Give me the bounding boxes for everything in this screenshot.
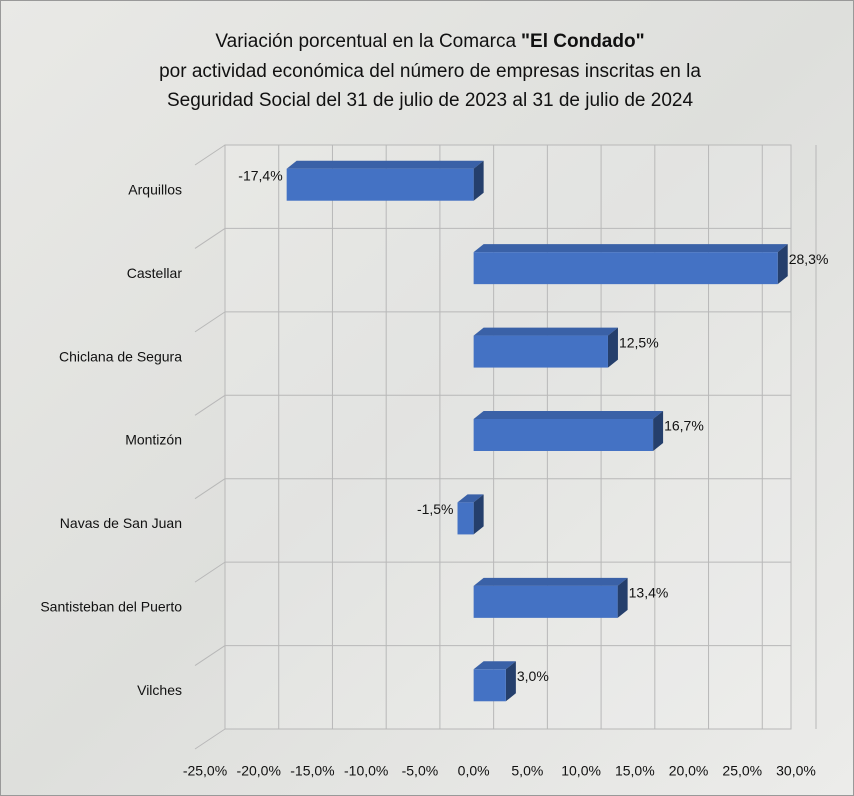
x-tick-label: 15,0% (615, 763, 655, 779)
depth-line (194, 728, 226, 750)
value-label: -17,4% (238, 167, 282, 183)
chart-title: por actividad económica del número de em… (159, 61, 701, 82)
depth-line (194, 645, 226, 666)
title-line: Variación porcentual en la Comarca (215, 31, 516, 52)
depth-line (194, 311, 226, 333)
bar-face (653, 411, 664, 451)
depth-line (194, 478, 226, 500)
y-tick-label: Castellar (127, 265, 183, 281)
bar-face (473, 327, 618, 336)
x-tick-label: -5,0% (402, 763, 439, 779)
y-tick-label: Santisteban del Puerto (40, 599, 182, 615)
x-tick-label: -15,0% (290, 763, 334, 779)
value-label: -1,5% (417, 501, 454, 517)
bar-face (473, 494, 484, 535)
bar-face (473, 669, 506, 702)
depth-line (194, 394, 226, 416)
bar-face (473, 661, 516, 670)
bar-face (473, 419, 654, 451)
x-tick-label: 20,0% (669, 763, 709, 779)
bar-face (617, 577, 628, 618)
x-tick-label: 30,0% (776, 763, 816, 779)
bar (473, 327, 618, 368)
x-tick-label: 25,0% (722, 763, 762, 779)
bar-face (473, 585, 618, 618)
y-tick-label: Chiclana de Segura (59, 348, 182, 364)
bar-face (286, 168, 474, 201)
bar (473, 577, 628, 618)
y-tick-label: Arquillos (128, 181, 182, 197)
depth-line (194, 144, 226, 166)
bar-face (473, 244, 788, 253)
value-label: 12,5% (619, 334, 659, 350)
bar-face (777, 244, 788, 285)
bar (473, 411, 664, 451)
bar-face (457, 502, 474, 535)
bar-face (473, 160, 484, 201)
x-tick-label: 10,0% (561, 763, 601, 779)
x-tick-label: -10,0% (344, 763, 388, 779)
bar-face (457, 494, 484, 503)
bar (473, 244, 788, 285)
bar-face (505, 661, 516, 702)
chart-title: Seguridad Social del 31 de julio de 2023… (167, 90, 694, 111)
bar (473, 661, 516, 702)
bar-face (473, 411, 664, 419)
bar-face (473, 335, 608, 368)
y-tick-label: Vilches (137, 682, 182, 698)
y-tick-label: Navas de San Juan (60, 515, 182, 531)
chart-title: Variación porcentual en la Comarca "El Co… (215, 31, 644, 52)
x-tick-label: -25,0% (183, 763, 227, 779)
bar-face (607, 327, 618, 368)
bar-face (473, 252, 778, 285)
value-label: 13,4% (629, 585, 669, 601)
y-tick-label: Montizón (125, 432, 182, 448)
depth-line (194, 561, 226, 583)
bar (286, 160, 484, 201)
x-tick-label: -20,0% (237, 763, 281, 779)
depth-line (194, 228, 226, 249)
title-bold: "El Condado" (521, 31, 645, 52)
bar-face (473, 577, 628, 586)
x-tick-label: 5,0% (511, 763, 543, 779)
bar (457, 494, 484, 535)
value-label: 28,3% (789, 251, 829, 267)
x-tick-label: 0,0% (458, 763, 490, 779)
value-label: 16,7% (664, 418, 704, 434)
value-label: 3,0% (517, 668, 549, 684)
bar-face (286, 160, 484, 169)
